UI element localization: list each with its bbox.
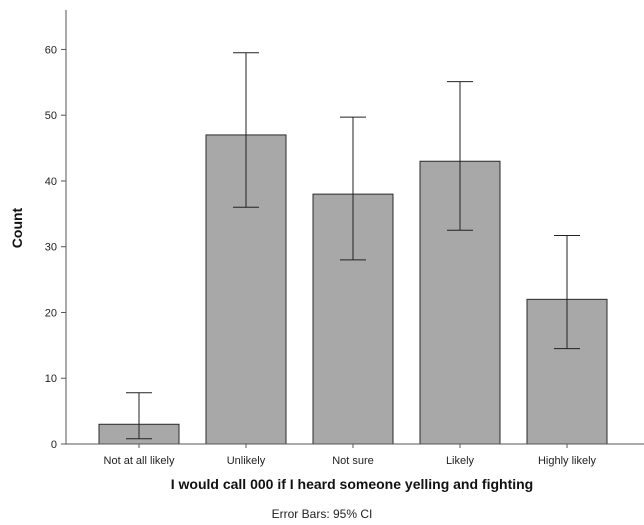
- x-tick-label: Unlikely: [227, 455, 266, 467]
- y-tick-label: 10: [45, 373, 57, 385]
- x-tick-label: Not sure: [332, 455, 374, 467]
- y-tick-label: 50: [45, 110, 57, 122]
- x-tick-label: Not at all likely: [104, 455, 175, 467]
- y-tick-label: 0: [51, 439, 57, 451]
- x-tick-label: Highly likely: [538, 455, 597, 467]
- y-tick-label: 30: [45, 242, 57, 254]
- error-bars-layer: [126, 52, 580, 440]
- y-tick-label: 60: [45, 44, 57, 56]
- y-ticks: 0 10 20 30 40 50 60: [45, 44, 66, 451]
- error-bars-note: Error Bars: 95% CI: [272, 507, 373, 521]
- y-tick-label: 20: [45, 307, 57, 319]
- x-tick-label: Likely: [446, 455, 475, 467]
- axes-layer: [65, 10, 644, 445]
- y-tick-label: 40: [45, 176, 57, 188]
- x-ticks: Not at all likely Unlikely Not sure Likely H…: [104, 444, 597, 467]
- x-axis-title: I would call 000 if I heard someone yell…: [171, 476, 534, 492]
- y-axis-title: Count: [9, 207, 25, 248]
